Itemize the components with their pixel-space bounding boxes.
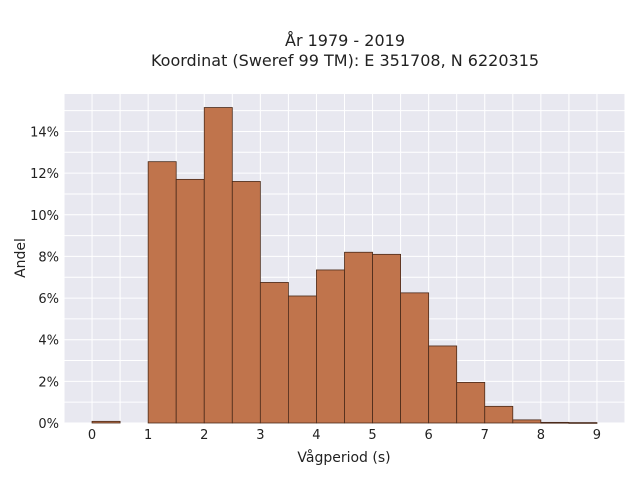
y-tick-label: 6% [38, 292, 59, 307]
histogram-bars [91, 107, 598, 424]
y-tick-label: 10% [30, 209, 59, 224]
x-tick-label: 9 [593, 428, 601, 443]
histogram-bar [91, 420, 121, 424]
y-tick-label: 0% [38, 417, 59, 432]
y-tick-label: 8% [38, 250, 59, 265]
y-tick-label: 14% [30, 125, 59, 140]
chart-title-line-2: Koordinat (Sweref 99 TM): E 351708, N 62… [151, 51, 539, 70]
x-tick-labels: 0 1 2 3 4 5 6 7 8 9 [88, 428, 601, 443]
histogram-bar [540, 421, 570, 424]
histogram-bar [231, 181, 261, 424]
x-tick-label: 5 [368, 428, 376, 443]
histogram-bar [400, 292, 430, 424]
histogram-bar [456, 381, 486, 424]
x-tick-label: 7 [481, 428, 489, 443]
histogram-bar [512, 419, 542, 424]
x-axis-label: Vågperiod (s) [297, 449, 390, 466]
histogram-bar [484, 405, 514, 424]
y-tick-label: 4% [38, 334, 59, 349]
histogram-bar [428, 345, 458, 424]
histogram-bar [175, 178, 205, 424]
x-tick-label: 1 [144, 428, 152, 443]
histogram-bar [372, 253, 401, 424]
histogram-bar [203, 107, 233, 424]
y-tick-label: 12% [30, 167, 59, 182]
histogram-bar [316, 269, 345, 424]
x-tick-label: 2 [200, 428, 208, 443]
y-tick-labels: 0% 2% 4% 6% 8% 10% 12% 14% [30, 125, 59, 432]
histogram-bar [568, 422, 598, 424]
histogram-bar [259, 282, 289, 424]
x-tick-label: 8 [537, 428, 545, 443]
x-tick-label: 6 [425, 428, 433, 443]
x-tick-label: 0 [88, 428, 96, 443]
histogram-bar [344, 251, 373, 424]
chart-title-line-1: År 1979 - 2019 [285, 31, 405, 50]
y-tick-label: 2% [38, 375, 59, 390]
y-axis-label: Andel [13, 238, 29, 278]
x-tick-label: 3 [256, 428, 264, 443]
histogram-bar [147, 161, 177, 424]
histogram-bar [287, 295, 317, 424]
x-tick-label: 4 [312, 428, 320, 443]
